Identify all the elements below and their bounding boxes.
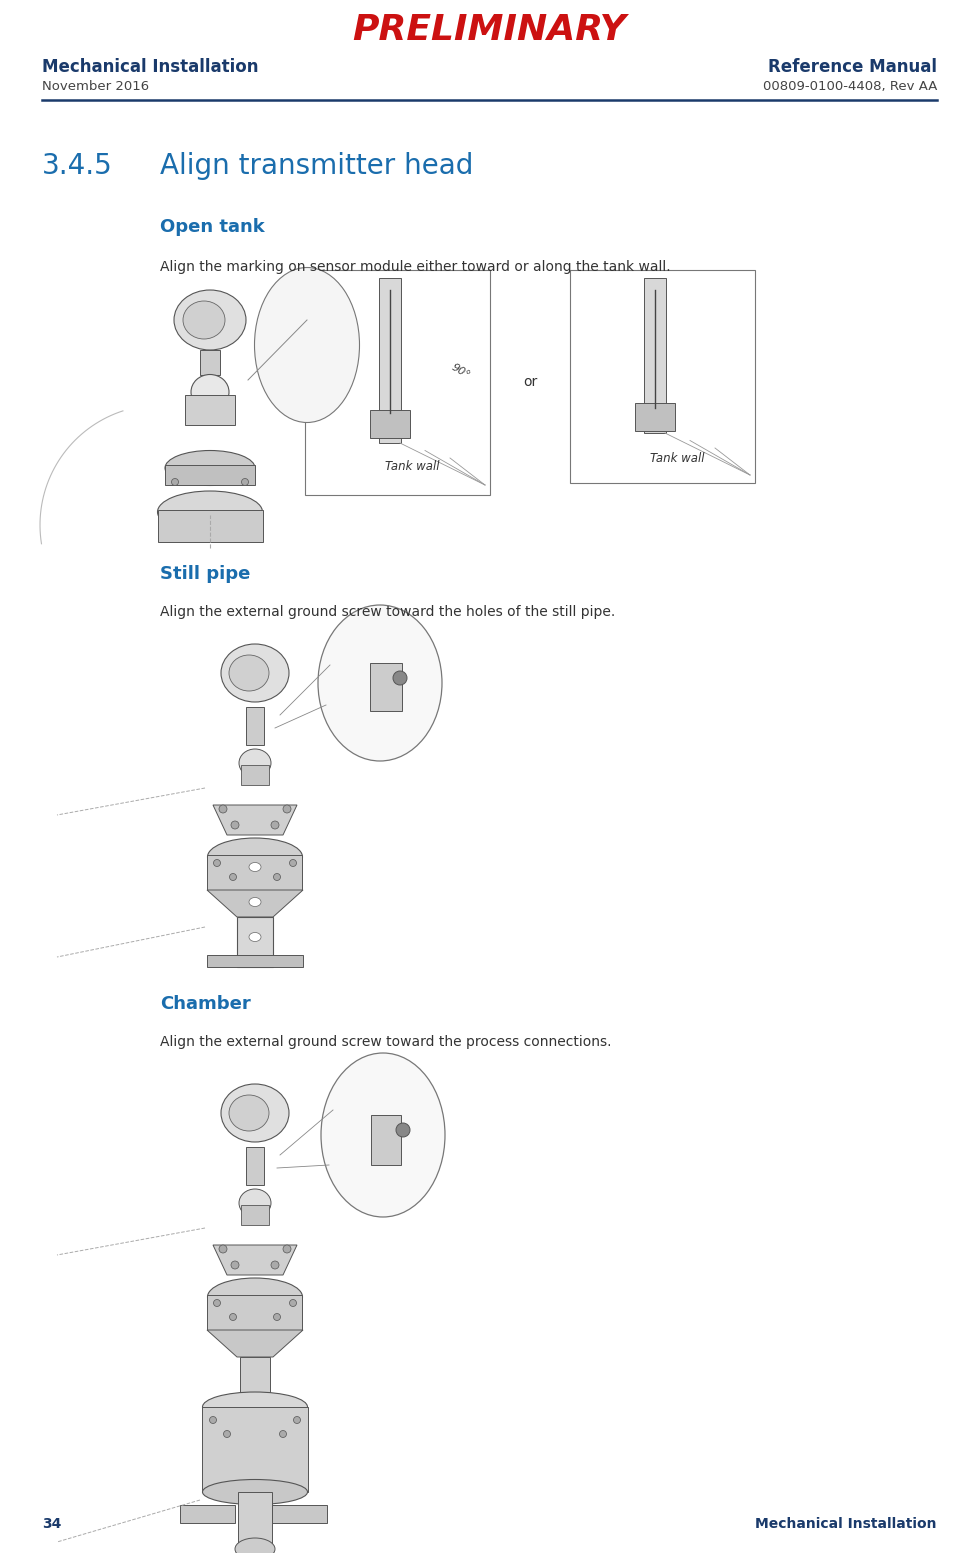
Ellipse shape xyxy=(157,491,262,533)
Text: Chamber: Chamber xyxy=(159,995,250,1013)
Bar xyxy=(305,270,490,495)
Polygon shape xyxy=(213,1246,296,1275)
Ellipse shape xyxy=(321,1053,445,1218)
Text: 3.4.5: 3.4.5 xyxy=(42,152,112,180)
Ellipse shape xyxy=(395,1123,410,1137)
Ellipse shape xyxy=(171,478,178,486)
Ellipse shape xyxy=(239,1190,271,1218)
Bar xyxy=(569,270,754,483)
Ellipse shape xyxy=(289,859,296,867)
Ellipse shape xyxy=(318,606,441,761)
Ellipse shape xyxy=(165,450,254,486)
Ellipse shape xyxy=(239,749,271,776)
Ellipse shape xyxy=(289,1300,296,1306)
Ellipse shape xyxy=(202,1391,307,1423)
Bar xyxy=(370,410,410,438)
Text: 34: 34 xyxy=(42,1517,62,1531)
Bar xyxy=(238,1492,272,1553)
Ellipse shape xyxy=(209,1416,216,1424)
Ellipse shape xyxy=(207,839,302,876)
Ellipse shape xyxy=(221,1084,289,1141)
Bar xyxy=(371,1115,401,1165)
Text: Align the external ground screw toward the process connections.: Align the external ground screw toward t… xyxy=(159,1034,611,1048)
Ellipse shape xyxy=(248,898,261,907)
Bar xyxy=(240,1357,270,1402)
Ellipse shape xyxy=(221,644,289,702)
Text: 00809-0100-4408, Rev AA: 00809-0100-4408, Rev AA xyxy=(762,81,936,93)
Bar xyxy=(238,916,272,968)
Bar xyxy=(272,1505,327,1523)
Ellipse shape xyxy=(248,862,261,871)
Ellipse shape xyxy=(283,804,290,814)
Ellipse shape xyxy=(229,655,269,691)
Bar xyxy=(245,1148,264,1185)
Bar xyxy=(157,509,262,542)
Text: Align the marking on sensor module either toward or along the tank wall.: Align the marking on sensor module eithe… xyxy=(159,259,670,273)
Bar xyxy=(206,955,302,968)
Ellipse shape xyxy=(293,1416,300,1424)
Text: Open tank: Open tank xyxy=(159,217,264,236)
Ellipse shape xyxy=(219,804,227,814)
Ellipse shape xyxy=(271,1261,279,1269)
Text: PRELIMINARY: PRELIMINARY xyxy=(352,12,626,47)
Bar xyxy=(378,278,401,443)
Bar xyxy=(635,402,674,432)
Ellipse shape xyxy=(283,1246,290,1253)
Ellipse shape xyxy=(273,1314,281,1320)
Ellipse shape xyxy=(235,1537,275,1553)
Ellipse shape xyxy=(202,1480,307,1505)
Text: Reference Manual: Reference Manual xyxy=(767,57,936,76)
Bar xyxy=(207,856,302,890)
Ellipse shape xyxy=(174,290,245,349)
Ellipse shape xyxy=(223,1430,230,1438)
Ellipse shape xyxy=(271,822,279,829)
Bar xyxy=(245,707,264,745)
Ellipse shape xyxy=(207,1278,302,1315)
Bar xyxy=(207,1295,302,1329)
Polygon shape xyxy=(206,1329,302,1357)
Ellipse shape xyxy=(229,873,237,881)
Ellipse shape xyxy=(213,1300,220,1306)
Ellipse shape xyxy=(191,374,229,410)
Bar xyxy=(241,1205,269,1225)
Bar xyxy=(185,394,235,426)
Ellipse shape xyxy=(229,1314,237,1320)
Ellipse shape xyxy=(229,1095,269,1131)
Ellipse shape xyxy=(231,822,239,829)
Bar xyxy=(644,278,665,433)
Ellipse shape xyxy=(231,1261,239,1269)
Ellipse shape xyxy=(248,932,261,941)
Polygon shape xyxy=(213,804,296,836)
Ellipse shape xyxy=(242,478,248,486)
Text: 90°: 90° xyxy=(449,362,471,380)
Ellipse shape xyxy=(273,873,281,881)
Text: or: or xyxy=(522,376,537,390)
Text: Mechanical Installation: Mechanical Installation xyxy=(755,1517,936,1531)
Bar xyxy=(180,1505,235,1523)
Bar xyxy=(202,1407,307,1492)
Text: Align transmitter head: Align transmitter head xyxy=(159,152,473,180)
Bar xyxy=(200,349,220,374)
Ellipse shape xyxy=(183,301,225,339)
Ellipse shape xyxy=(226,494,234,500)
Ellipse shape xyxy=(213,859,220,867)
Ellipse shape xyxy=(279,1430,287,1438)
Text: Tank wall: Tank wall xyxy=(385,461,439,474)
Ellipse shape xyxy=(254,267,359,422)
Ellipse shape xyxy=(187,494,194,500)
Ellipse shape xyxy=(392,671,407,685)
Ellipse shape xyxy=(219,1246,227,1253)
Text: November 2016: November 2016 xyxy=(42,81,149,93)
Text: Align the external ground screw toward the holes of the still pipe.: Align the external ground screw toward t… xyxy=(159,606,614,620)
Text: Still pipe: Still pipe xyxy=(159,565,250,582)
Bar xyxy=(370,663,402,711)
Text: Mechanical Installation: Mechanical Installation xyxy=(42,57,258,76)
Bar xyxy=(165,464,254,485)
Polygon shape xyxy=(206,890,302,916)
Text: Tank wall: Tank wall xyxy=(649,452,704,464)
Bar xyxy=(241,766,269,784)
